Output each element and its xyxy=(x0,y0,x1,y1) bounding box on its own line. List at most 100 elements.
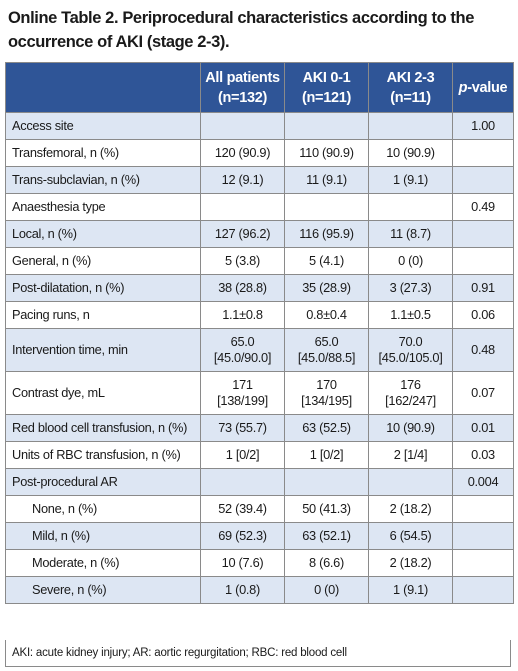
cell-all-median: 65.0 xyxy=(230,334,255,349)
row-label: Contrast dye, mL xyxy=(5,371,201,415)
cell-p xyxy=(452,166,514,194)
header-aki-0-1: AKI 0-1 (n=121) xyxy=(284,62,369,113)
cell-p: 0.01 xyxy=(452,414,514,442)
table-row: Post-dilatation, n (%) 38 (28.8) 35 (28.… xyxy=(5,274,514,302)
cell-aki23: 1.1±0.5 xyxy=(368,301,453,329)
cell-aki01: 63 (52.1) xyxy=(284,522,369,550)
row-label: Anaesthesia type xyxy=(5,193,201,221)
cell-aki23: 0 (0) xyxy=(368,247,453,275)
cell-aki23 xyxy=(368,112,453,140)
row-label: Post-procedural AR xyxy=(5,468,201,496)
cell-aki23-median: 70.0 xyxy=(398,334,423,349)
cell-all: 127 (96.2) xyxy=(200,220,285,248)
table-row: Intervention time, min 65.0 [45.0/90.0] 6… xyxy=(5,328,514,372)
cell-p: 0.48 xyxy=(452,328,514,372)
cell-all: 38 (28.8) xyxy=(200,274,285,302)
table-footnote: AKI: acute kidney injury; AR: aortic reg… xyxy=(5,640,511,667)
row-label: Severe, n (%) xyxy=(5,576,201,604)
cell-p: 0.03 xyxy=(452,441,514,469)
table-row: Transfemoral, n (%) 120 (90.9) 110 (90.9… xyxy=(5,139,514,167)
cell-aki23: 2 [1/4] xyxy=(368,441,453,469)
cell-all-median: 171 xyxy=(232,377,253,392)
table-row: Red blood cell transfusion, n (%) 73 (55… xyxy=(5,414,514,442)
table-row: Trans-subclavian, n (%) 12 (9.1) 11 (9.1… xyxy=(5,166,514,194)
cell-aki01: 0.8±0.4 xyxy=(284,301,369,329)
cell-aki01: 50 (41.3) xyxy=(284,495,369,523)
cell-all: 65.0 [45.0/90.0] xyxy=(200,328,285,372)
cell-all: 69 (52.3) xyxy=(200,522,285,550)
cell-aki23 xyxy=(368,193,453,221)
row-label: Units of RBC transfusion, n (%) xyxy=(5,441,201,469)
table-row: Anaesthesia type 0.49 xyxy=(5,193,514,221)
header-row: All patients (n=132) AKI 0-1 (n=121) AKI… xyxy=(5,62,514,113)
row-label: Local, n (%) xyxy=(5,220,201,248)
cell-aki23: 3 (27.3) xyxy=(368,274,453,302)
cell-all: 171 [138/199] xyxy=(200,371,285,415)
row-label: Intervention time, min xyxy=(5,328,201,372)
cell-all: 1 [0/2] xyxy=(200,441,285,469)
cell-aki23: 70.0 [45.0/105.0] xyxy=(368,328,453,372)
cell-aki23: 2 (18.2) xyxy=(368,549,453,577)
header-aki-2-3: AKI 2-3 (n=11) xyxy=(368,62,453,113)
cell-aki01-median: 170 xyxy=(316,377,337,392)
cell-p xyxy=(452,247,514,275)
table-row: General, n (%) 5 (3.8) 5 (4.1) 0 (0) xyxy=(5,247,514,275)
cell-all: 5 (3.8) xyxy=(200,247,285,275)
cell-aki23: 10 (90.9) xyxy=(368,414,453,442)
cell-aki01: 5 (4.1) xyxy=(284,247,369,275)
cell-p: 0.49 xyxy=(452,193,514,221)
cell-all xyxy=(200,468,285,496)
row-label: Mild, n (%) xyxy=(5,522,201,550)
table-row: Local, n (%) 127 (96.2) 116 (95.9) 11 (8… xyxy=(5,220,514,248)
cell-aki01: 63 (52.5) xyxy=(284,414,369,442)
cell-aki23: 2 (18.2) xyxy=(368,495,453,523)
cell-all: 10 (7.6) xyxy=(200,549,285,577)
cell-all: 52 (39.4) xyxy=(200,495,285,523)
cell-aki23: 11 (8.7) xyxy=(368,220,453,248)
cell-all: 1.1±0.8 xyxy=(200,301,285,329)
cell-p xyxy=(452,495,514,523)
cell-aki23-median: 176 xyxy=(400,377,421,392)
cell-all: 1 (0.8) xyxy=(200,576,285,604)
cell-aki23: 6 (54.5) xyxy=(368,522,453,550)
table-row: Moderate, n (%) 10 (7.6) 8 (6.6) 2 (18.2… xyxy=(5,549,514,577)
row-label: Trans-subclavian, n (%) xyxy=(5,166,201,194)
cell-all: 73 (55.7) xyxy=(200,414,285,442)
cell-aki23: 176 [162/247] xyxy=(368,371,453,415)
header-all-patients: All patients (n=132) xyxy=(200,62,285,113)
cell-all: 12 (9.1) xyxy=(200,166,285,194)
cell-p: 0.004 xyxy=(452,468,514,496)
cell-aki01: 35 (28.9) xyxy=(284,274,369,302)
cell-aki01 xyxy=(284,112,369,140)
cell-aki01: 110 (90.9) xyxy=(284,139,369,167)
cell-aki01: 8 (6.6) xyxy=(284,549,369,577)
cell-p: 1.00 xyxy=(452,112,514,140)
cell-aki23-iqr: [162/247] xyxy=(385,393,436,408)
cell-aki01: 11 (9.1) xyxy=(284,166,369,194)
p-italic: p xyxy=(458,79,468,96)
table-row: Severe, n (%) 1 (0.8) 0 (0) 1 (9.1) xyxy=(5,576,514,604)
table-row: Contrast dye, mL 171 [138/199] 170 [134/19… xyxy=(5,371,514,415)
row-label: Red blood cell transfusion, n (%) xyxy=(5,414,201,442)
table-row: Pacing runs, n 1.1±0.8 0.8±0.4 1.1±0.5 0… xyxy=(5,301,514,329)
cell-aki23 xyxy=(368,468,453,496)
cell-aki01: 1 [0/2] xyxy=(284,441,369,469)
cell-aki23: 10 (90.9) xyxy=(368,139,453,167)
cell-aki01-median: 65.0 xyxy=(314,334,339,349)
cell-aki01 xyxy=(284,193,369,221)
table-title: Online Table 2. Periprocedural character… xyxy=(8,9,474,51)
data-table: All patients (n=132) AKI 0-1 (n=121) AKI… xyxy=(5,62,514,604)
row-label: Moderate, n (%) xyxy=(5,549,201,577)
cell-p xyxy=(452,576,514,604)
p-suffix: -value xyxy=(467,79,508,96)
row-label: General, n (%) xyxy=(5,247,201,275)
table-row: Post-procedural AR 0.004 xyxy=(5,468,514,496)
cell-aki01-iqr: [134/195] xyxy=(301,393,352,408)
row-label: Pacing runs, n xyxy=(5,301,201,329)
cell-p: 0.06 xyxy=(452,301,514,329)
row-label: None, n (%) xyxy=(5,495,201,523)
cell-aki23: 1 (9.1) xyxy=(368,166,453,194)
table-row: None, n (%) 52 (39.4) 50 (41.3) 2 (18.2) xyxy=(5,495,514,523)
cell-aki01: 170 [134/195] xyxy=(284,371,369,415)
header-empty xyxy=(5,62,201,113)
